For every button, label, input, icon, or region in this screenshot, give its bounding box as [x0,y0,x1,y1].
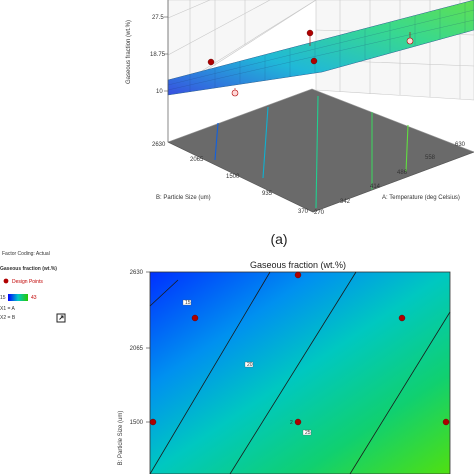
design-point [442,418,450,426]
svg-text:25: 25 [305,430,311,436]
contour-label: 25 [302,429,312,436]
y-tick-label: 370 [298,209,309,215]
y-tick-label: 1500 [226,174,240,180]
contour-label: 15 [182,299,192,306]
contour-plot: Gaseous fraction (wt.%) 15 20 25 2630 [118,260,451,474]
contour-fill [149,271,451,474]
range-low-label: 15 [0,295,6,301]
x1-label: X1 = A [0,306,16,312]
y-tick-label: 2065 [190,157,204,163]
x-tick-label: 630 [455,142,466,148]
point-count-label: 2 [290,420,293,426]
design-point-below [406,37,414,45]
svg-text:20: 20 [247,362,253,368]
contour-y-tick-label: 2630 [130,270,144,276]
z-tick-label: 27.5 [152,15,164,21]
surface-mesh [167,2,474,92]
design-point-below [231,89,239,97]
z-tick-label: 18.75 [150,52,166,58]
design-point [191,314,199,322]
floor-projection [167,88,474,213]
legend-response-title: Gaseous fraction (wt.%) [0,266,57,272]
design-points-legend-marker [3,278,9,284]
design-point [398,314,406,322]
y-tick-label: 935 [262,191,273,197]
export-icon[interactable] [56,313,66,323]
color-ramp [8,294,28,301]
x-tick-label: 414 [370,184,381,190]
design-point [294,271,302,279]
axis-frame [167,0,474,213]
contour-label: 20 [244,361,254,368]
design-point [306,29,314,37]
contour-title: Gaseous fraction (wt.%) [250,260,346,270]
design-point [149,418,157,426]
x-tick-label: 342 [340,199,351,205]
svg-text:15: 15 [185,300,191,306]
x-tick-label: 558 [425,155,436,161]
design-point [294,418,302,426]
surface-design-points [207,29,414,97]
floor-contours [214,95,409,209]
contour-y-tick-label: 1500 [130,420,144,426]
factor-coding: Factor Coding: Actual [2,251,50,257]
design-point [207,58,215,66]
design-point [310,57,318,65]
x-tick-label: 486 [397,170,408,176]
z-tick-label: 10 [156,89,163,95]
y-axis-label: B: Particle Size (um) [156,195,211,201]
surface-plot: Gaseous fraction (wt.%) 27.5 18.75 10 26… [126,0,474,216]
contour-y-ticks [146,271,150,423]
y-tick-label: 2630 [152,142,166,148]
x-axis-label: A: Temperature (deg Celsius) [382,195,460,201]
x2-label: X2 = B [0,315,16,321]
z-axis-label: Gaseous fraction (wt.%) [126,20,132,84]
legend-panel: Factor Coding: Actual Gaseous fraction (… [0,251,66,323]
contour-y-axis-label: B: Particle Size (um) [118,411,124,466]
panel-label: (a) [270,231,287,247]
contour-design-points: 2 [149,271,450,426]
design-points-legend-label: Design Points [12,279,43,285]
x-tick-label: 270 [314,210,325,216]
contour-y-tick-label: 2065 [130,346,144,352]
contour-lines [149,271,451,474]
range-high-label: 43 [31,295,37,301]
